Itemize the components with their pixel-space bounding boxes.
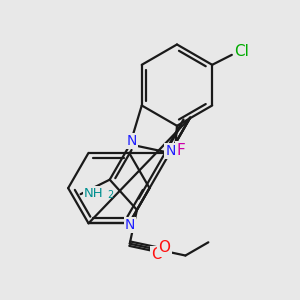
Text: O: O xyxy=(158,241,170,256)
Text: O: O xyxy=(151,248,163,262)
Text: N: N xyxy=(127,134,137,148)
Text: N: N xyxy=(166,144,176,158)
Text: N: N xyxy=(125,218,135,233)
Text: 2: 2 xyxy=(107,190,113,200)
Text: Cl: Cl xyxy=(234,44,249,59)
Text: F: F xyxy=(177,143,185,158)
Text: NH: NH xyxy=(84,187,103,200)
